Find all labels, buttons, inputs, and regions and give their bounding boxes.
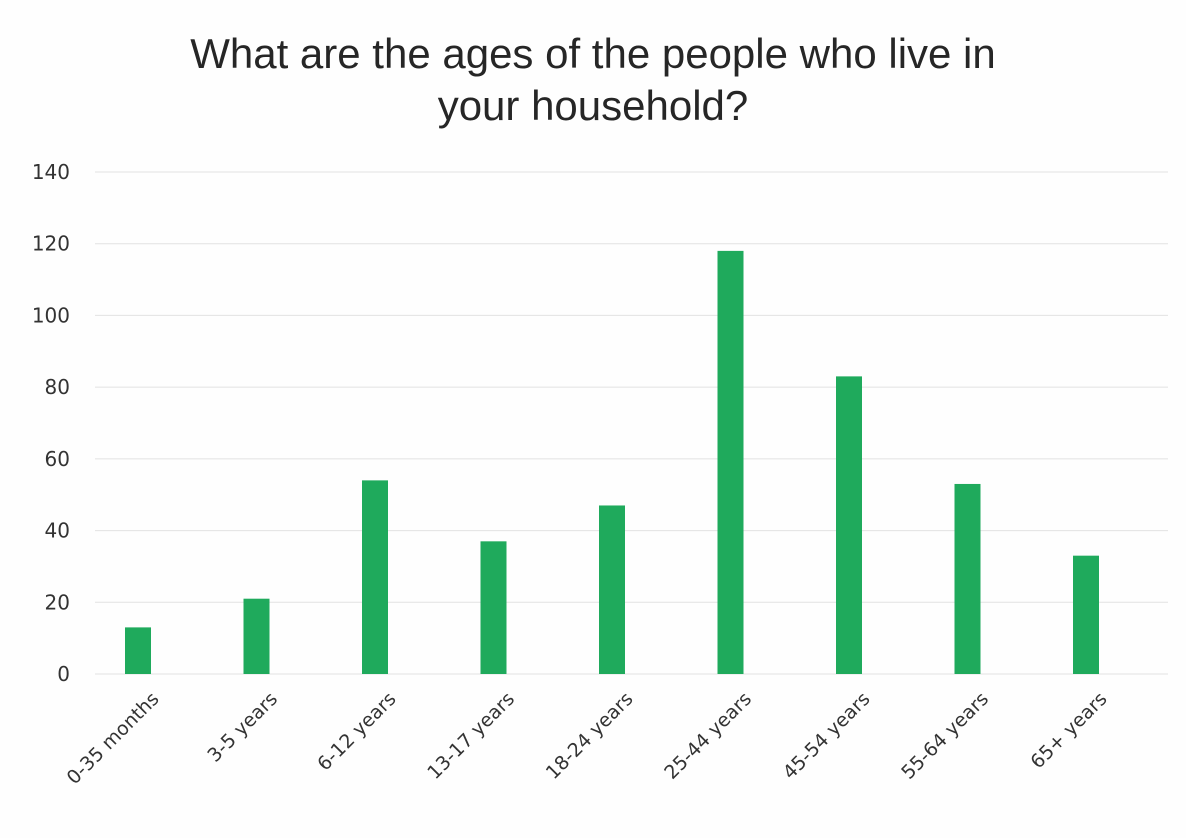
y-tick-label: 60 <box>45 447 70 471</box>
bar-25-44-years <box>717 250 744 674</box>
x-tick-label: 18-24 years <box>542 688 638 784</box>
chart-title-line-1: What are the ages of the people who live… <box>190 30 996 77</box>
y-axis-tick-labels: 0 20 40 60 80 100 120 140 <box>32 160 70 686</box>
bar-0-35-months <box>125 627 151 674</box>
bar-55-64-years <box>954 483 981 674</box>
bar-13-17-years <box>480 541 507 674</box>
y-tick-label: 20 <box>45 590 70 614</box>
bars <box>125 250 1099 674</box>
x-tick-label: 45-54 years <box>779 688 875 784</box>
x-tick-label: 6-12 years <box>313 688 400 775</box>
bar-6-12-years <box>362 480 388 674</box>
y-tick-label: 40 <box>45 519 70 543</box>
x-tick-label: 25-44 years <box>660 688 756 784</box>
y-tick-label: 140 <box>32 160 70 184</box>
y-tick-label: 80 <box>45 375 70 399</box>
bar-65-years <box>1073 555 1099 674</box>
x-axis-tick-labels: 0-35 months 3-5 years 6-12 years 13-17 year… <box>63 688 1112 789</box>
y-tick-label: 100 <box>32 303 70 327</box>
bar-45-54-years <box>836 376 862 674</box>
y-tick-label: 0 <box>57 662 70 686</box>
x-tick-label: 65+ years <box>1026 688 1111 773</box>
gridlines <box>95 171 1168 675</box>
bar-18-24-years <box>599 505 625 674</box>
y-tick-label: 120 <box>32 232 70 256</box>
x-tick-label: 0-35 months <box>63 688 164 789</box>
x-tick-label: 55-64 years <box>897 688 993 784</box>
chart-title-line-2: your household? <box>437 82 749 129</box>
x-tick-label: 13-17 years <box>423 688 519 784</box>
x-tick-label: 3-5 years <box>203 688 282 767</box>
bar-3-5-years <box>243 598 270 674</box>
chart-title: What are the ages of the people who live… <box>60 28 1126 132</box>
